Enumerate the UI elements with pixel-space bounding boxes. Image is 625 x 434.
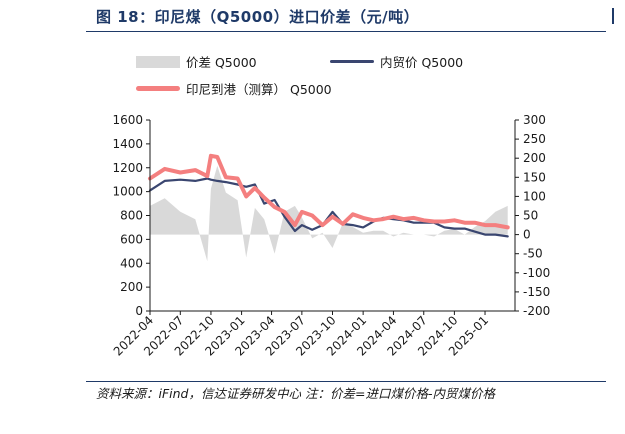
domestic-price-line xyxy=(148,177,509,238)
title-divider xyxy=(86,31,606,32)
spread-area xyxy=(150,165,508,262)
page-title: 图 18：印尼煤（Q5000）进口价差（元/吨） xyxy=(96,8,420,26)
legend-item-spread: 价差 Q5000 xyxy=(136,52,257,71)
spread-area-layer xyxy=(150,165,508,262)
left-tick-label: 1600 xyxy=(112,113,143,127)
left-tick-label: 1000 xyxy=(112,185,143,199)
right-tick-label: 50 xyxy=(523,209,538,223)
right-tick-label: -100 xyxy=(523,266,550,280)
price-lines-layer xyxy=(148,153,510,238)
right-tick-label: 150 xyxy=(523,170,546,184)
legend-item-domestic: 内贸价 Q5000 xyxy=(330,52,463,71)
legend-label-domestic: 内贸价 Q5000 xyxy=(380,55,464,70)
left-tick-label: 1200 xyxy=(112,161,143,175)
legend-swatch-indonesia xyxy=(136,86,180,91)
left-tick-label: 1400 xyxy=(112,137,143,151)
right-tick-label: -50 xyxy=(523,247,543,261)
right-tick-label: 100 xyxy=(523,189,546,203)
source-note: 资料来源：iFind，信达证券研发中心 注：价差=进口煤价格-内贸煤价格 xyxy=(96,386,495,401)
legend-item-indonesia: 印尼到港（测算） Q5000 xyxy=(136,79,332,98)
legend-label-indonesia: 印尼到港（测算） Q5000 xyxy=(186,82,332,97)
right-tick-label: -150 xyxy=(523,285,550,299)
right-tick-label: 250 xyxy=(523,132,546,146)
left-tick-label: 400 xyxy=(120,256,143,270)
left-tick-label: 200 xyxy=(120,280,143,294)
indonesia-price-line xyxy=(148,153,510,230)
left-tick-label: 800 xyxy=(120,209,143,223)
left-tick-label: 600 xyxy=(120,232,143,246)
footer-divider xyxy=(86,381,606,382)
left-tick-label: 0 xyxy=(135,304,143,318)
right-tick-label: -200 xyxy=(523,304,550,318)
right-tick-label: 200 xyxy=(523,151,546,165)
legend-swatch-domestic xyxy=(330,60,374,63)
right-tick-label: 300 xyxy=(523,113,546,127)
right-tick-label: 0 xyxy=(523,228,531,242)
legend-swatch-spread xyxy=(136,55,180,68)
legend-label-spread: 价差 Q5000 xyxy=(186,55,257,70)
edge-marker xyxy=(612,8,614,24)
